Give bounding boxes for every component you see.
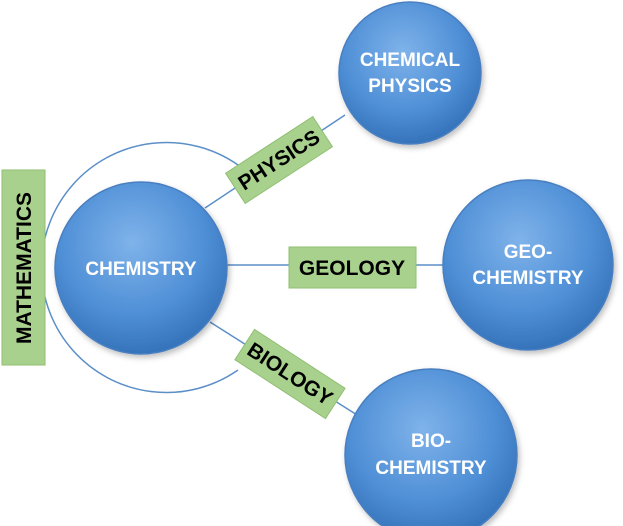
biochemistry-line1: BIO- — [411, 431, 451, 452]
mathematics-label: MATHEMATICS — [13, 192, 36, 344]
geochemistry-line1: GEO- — [504, 242, 553, 263]
biochemistry-circle: BIO- CHEMISTRY — [344, 368, 518, 526]
chemical-physics-line1: CHEMICAL — [360, 50, 461, 71]
chemistry-circle: CHEMISTRY — [54, 181, 228, 355]
physics-box: PHYSICS — [224, 115, 334, 205]
chemistry-label: CHEMISTRY — [85, 259, 197, 280]
geochemistry-line2: CHEMISTRY — [472, 268, 584, 289]
geology-label: GEOLOGY — [299, 257, 405, 280]
biochemistry-line2: CHEMISTRY — [375, 458, 487, 479]
biology-box: BIOLOGY — [234, 328, 346, 420]
geochemistry-circle: GEO- CHEMISTRY — [442, 179, 614, 351]
chemical-physics-circle: CHEMICAL PHYSICS — [338, 1, 482, 145]
chemical-physics-line2: PHYSICS — [368, 76, 451, 97]
geology-box: GEOLOGY — [288, 246, 417, 289]
mathematics-box: MATHEMATICS — [1, 169, 46, 366]
